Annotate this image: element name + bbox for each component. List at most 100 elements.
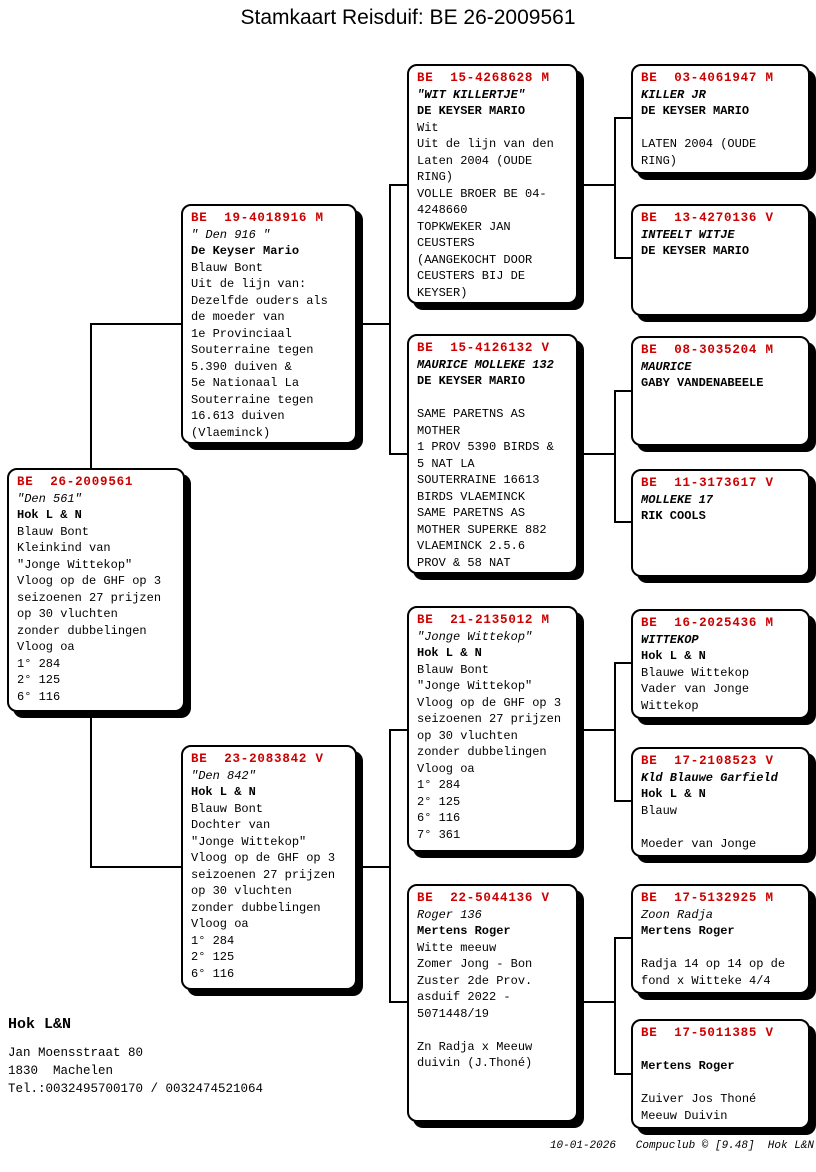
ring-number: BE 23-2083842 V bbox=[191, 752, 324, 766]
pedigree-box-ssd: BE 13-4270136 V INTEELT WITJE DE KEYSER … bbox=[631, 204, 810, 316]
pedigree-box-dss: BE 16-2025436 M WITTEKOP Hok L & N Blauw… bbox=[631, 609, 810, 719]
owner-name: DE KEYSER MARIO bbox=[417, 374, 526, 388]
connector-line bbox=[614, 117, 616, 259]
loft-name: Hok L&N bbox=[8, 1016, 72, 1033]
connector-line bbox=[614, 1073, 633, 1075]
pigeon-name: Roger 136 bbox=[417, 907, 482, 922]
pigeon-name: Kld Blauwe Garfield bbox=[641, 770, 778, 785]
connector-line bbox=[578, 184, 616, 186]
pigeon-details: Blauw Bont Uit de lijn van: Dezelfde oud… bbox=[191, 260, 328, 440]
pedigree-box-dsd: BE 17-2108523 V Kld Blauwe Garfield Hok … bbox=[631, 747, 810, 857]
pigeon-details: Witte meeuw Zomer Jong - Bon Zuster 2de … bbox=[417, 940, 533, 1071]
owner-name: GABY VANDENABEELE bbox=[641, 376, 764, 390]
owner-name: RIK COOLS bbox=[641, 509, 706, 523]
owner-name: Hok L & N bbox=[417, 646, 482, 660]
ring-number: BE 21-2135012 M bbox=[417, 613, 550, 627]
pedigree-box-sds: BE 08-3035204 M MAURICE GABY VANDENABEEL… bbox=[631, 336, 810, 446]
owner-name: Hok L & N bbox=[191, 785, 256, 799]
connector-line bbox=[614, 257, 633, 259]
pedigree-box-dam-dam: BE 22-5044136 V Roger 136 Mertens Roger … bbox=[407, 884, 578, 1122]
pedigree-box-sire: BE 19-4018916 M " Den 916 " De Keyser Ma… bbox=[181, 204, 357, 444]
pigeon-details: Radja 14 op 14 op de fond x Witteke 4/4 bbox=[641, 957, 786, 988]
pigeon-name: KILLER JR bbox=[641, 87, 706, 102]
connector-line bbox=[614, 390, 633, 392]
ring-number: BE 13-4270136 V bbox=[641, 211, 774, 225]
ring-number: BE 15-4268628 M bbox=[417, 71, 550, 85]
connector-line bbox=[357, 323, 391, 325]
ring-number: BE 16-2025436 M bbox=[641, 616, 774, 630]
connector-line bbox=[578, 453, 616, 455]
pigeon-details: Zuiver Jos Thoné Meeuw Duivin bbox=[641, 1092, 757, 1123]
connector-line bbox=[389, 729, 391, 1003]
connector-line bbox=[90, 710, 92, 868]
pigeon-name bbox=[641, 1042, 800, 1059]
pedigree-box-sire-dam: BE 15-4126132 V MAURICE MOLLEKE 132 DE K… bbox=[407, 334, 578, 574]
ring-number: BE 17-5011385 V bbox=[641, 1026, 774, 1040]
connector-line bbox=[614, 662, 633, 664]
connector-line bbox=[614, 800, 633, 802]
connector-line bbox=[90, 323, 183, 325]
connector-line bbox=[614, 937, 616, 1075]
ring-number: BE 26-2009561 bbox=[17, 475, 134, 489]
footer-credit: 10-01-2026 Compuclub © [9.48] Hok L&N bbox=[549, 1140, 814, 1152]
connector-line bbox=[614, 521, 633, 523]
pedigree-box-sire-sire: BE 15-4268628 M "WIT KILLERTJE" DE KEYSE… bbox=[407, 64, 578, 304]
pigeon-name: MAURICE MOLLEKE 132 bbox=[417, 357, 554, 372]
pigeon-name: MAURICE bbox=[641, 359, 692, 374]
pedigree-box-ddd: BE 17-5011385 V Mertens Roger Zuiver Jos… bbox=[631, 1019, 810, 1129]
owner-name: Mertens Roger bbox=[641, 924, 735, 938]
pedigree-box-dam: BE 23-2083842 V "Den 842" Hok L & N Blau… bbox=[181, 745, 357, 990]
pigeon-details: Blauw Moeder van Jonge bbox=[641, 803, 757, 851]
connector-line bbox=[614, 937, 633, 939]
connector-line bbox=[90, 866, 183, 868]
owner-name: DE KEYSER MARIO bbox=[641, 244, 750, 258]
ring-number: BE 17-5132925 M bbox=[641, 891, 774, 905]
pigeon-name: "Jonge Wittekop" bbox=[417, 629, 533, 644]
connector-line bbox=[614, 117, 633, 119]
pigeon-details: Blauw Bont "Jonge Wittekop" Vloog op de … bbox=[417, 662, 562, 842]
pigeon-name: WITTEKOP bbox=[641, 632, 699, 647]
owner-name: Hok L & N bbox=[17, 508, 82, 522]
pigeon-details: SAME PARETNS AS MOTHER 1 PROV 5390 BIRDS… bbox=[417, 407, 554, 570]
ring-number: BE 08-3035204 M bbox=[641, 343, 774, 357]
owner-name: DE KEYSER MARIO bbox=[641, 104, 750, 118]
pigeon-name: MOLLEKE 17 bbox=[641, 492, 714, 507]
pedigree-box-subject: BE 26-2009561 "Den 561" Hok L & N Blauw … bbox=[7, 468, 185, 712]
ring-number: BE 03-4061947 M bbox=[641, 71, 774, 85]
connector-line bbox=[389, 184, 409, 186]
connector-line bbox=[389, 453, 409, 455]
connector-line bbox=[614, 662, 616, 802]
ring-number: BE 17-2108523 V bbox=[641, 754, 774, 768]
pigeon-details: Blauw Bont Kleinkind van "Jonge Wittekop… bbox=[17, 524, 162, 704]
pigeon-details: Wit Uit de lijn van den Laten 2004 (OUDE… bbox=[417, 120, 554, 300]
connector-line bbox=[389, 1001, 409, 1003]
pedigree-box-sss: BE 03-4061947 M KILLER JR DE KEYSER MARI… bbox=[631, 64, 810, 174]
ring-number: BE 19-4018916 M bbox=[191, 211, 324, 225]
pigeon-details: Blauw Bont Dochter van "Jonge Wittekop" … bbox=[191, 801, 336, 981]
connector-line bbox=[389, 184, 391, 455]
page-title: Stamkaart Reisduif: BE 26-2009561 bbox=[240, 6, 576, 29]
connector-line bbox=[578, 729, 616, 731]
loft-address-line1: Jan Moensstraat 80 bbox=[8, 1046, 144, 1060]
pigeon-name: INTEELT WITJE bbox=[641, 227, 735, 242]
owner-name: Mertens Roger bbox=[641, 1059, 735, 1073]
owner-name: Hok L & N bbox=[641, 787, 706, 801]
ring-number: BE 11-3173617 V bbox=[641, 476, 774, 490]
ring-number: BE 15-4126132 V bbox=[417, 341, 550, 355]
pedigree-box-dds: BE 17-5132925 M Zoon Radja Mertens Roger… bbox=[631, 884, 810, 994]
pigeon-details: LATEN 2004 (OUDE RING) bbox=[641, 137, 757, 168]
connector-line bbox=[389, 729, 409, 731]
owner-name: Mertens Roger bbox=[417, 924, 511, 938]
connector-line bbox=[357, 866, 391, 868]
pigeon-name: " Den 916 " bbox=[191, 227, 271, 242]
pigeon-name: "WIT KILLERTJE" bbox=[417, 87, 526, 102]
owner-name: DE KEYSER MARIO bbox=[417, 104, 526, 118]
ring-number: BE 22-5044136 V bbox=[417, 891, 550, 905]
pedigree-box-sdd: BE 11-3173617 V MOLLEKE 17 RIK COOLS bbox=[631, 469, 810, 577]
loft-address-line2: 1830 Machelen bbox=[8, 1064, 114, 1078]
pigeon-details: Blauwe Wittekop Vader van Jonge Wittekop bbox=[641, 665, 750, 713]
owner-name: Hok L & N bbox=[641, 649, 706, 663]
pigeon-name: "Den 842" bbox=[191, 768, 256, 783]
loft-phone: Tel.:0032495700170 / 0032474521064 bbox=[8, 1082, 264, 1096]
